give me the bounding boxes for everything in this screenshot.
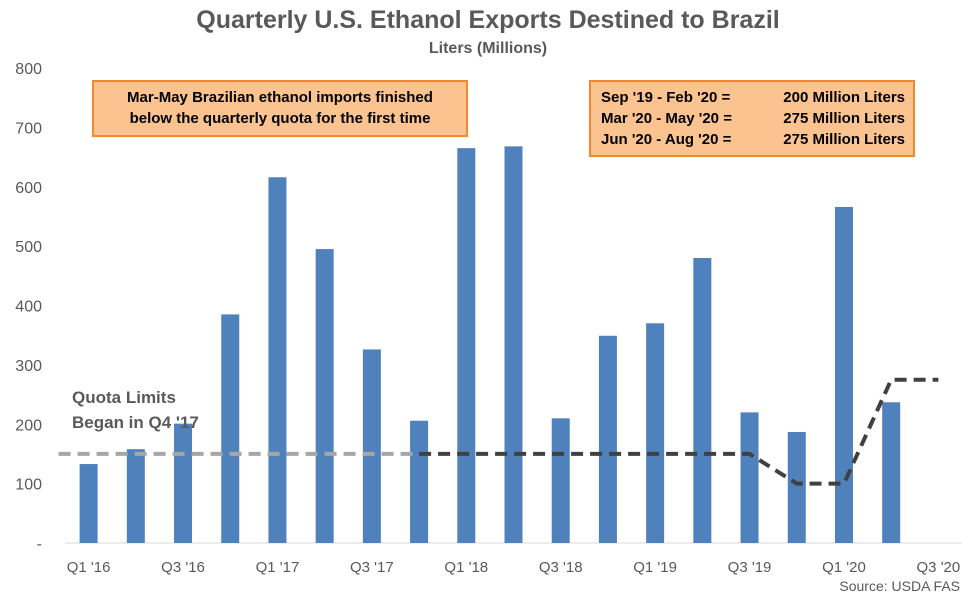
bar [740,412,759,543]
bar [882,402,901,543]
bar [693,258,712,543]
source-note: Source: USDA FAS [839,578,960,594]
quota-limit-row: Mar '20 - May '20 = 275 Million Liters [601,108,907,129]
quota-callout-line: below the quarterly quota for the first … [129,110,431,127]
quota-callout: Mar-May Brazilian ethanol imports finish… [92,80,468,137]
bar [787,431,806,543]
bar [221,314,240,543]
bar [410,420,429,543]
x-tick-label: Q3 '19 [728,559,772,576]
quota-limit-value: 275 Million Liters [783,131,905,148]
bar [504,146,523,543]
bar [646,323,665,543]
x-tick-label: Q3 '17 [350,559,394,576]
x-tick-label: Q1 '16 [67,559,111,576]
bar [174,423,193,543]
x-tick-label: Q1 '18 [444,559,488,576]
x-tick-label: Q3 '20 [917,559,961,576]
quota-limit-value: 275 Million Liters [783,110,905,127]
quota-start-note: Quota Limits Began in Q4 '17 [72,385,199,435]
quota-callout-line: Mar-May Brazilian ethanol imports finish… [127,89,433,106]
y-tick-label: 400 [15,299,42,316]
bar [834,206,853,543]
bar [268,177,287,543]
quota-limit-period: Mar '20 - May '20 = [601,110,732,127]
y-tick-label: 100 [15,477,42,494]
x-tick-label: Q1 '17 [256,559,300,576]
y-tick-label: 700 [15,120,42,137]
x-tick-label: Q1 '20 [822,559,866,576]
quota-limit-period: Jun '20 - Aug '20 = [601,131,732,148]
bar [362,349,381,543]
quota-note-line: Quota Limits [72,388,176,407]
bar [551,418,570,543]
bar [315,249,334,543]
bar [79,464,98,543]
quota-note-line: Began in Q4 '17 [72,413,199,432]
bar [126,449,145,543]
quota-limit-period: Sep '19 - Feb '20 = [601,89,731,106]
quota-limit-value: 200 Million Liters [783,89,905,106]
chart-subtitle: Liters (Millions) [428,40,548,57]
y-tick-label: - [37,536,42,553]
quota-limits-box: Sep '19 - Feb '20 = 200 Million Liters M… [589,80,915,157]
chart-title: Quarterly U.S. Ethanol Exports Destined … [196,6,780,34]
y-tick-label: 200 [15,417,42,434]
bar [598,335,617,543]
y-tick-label: 800 [15,61,42,78]
y-tick-label: 600 [15,180,42,197]
quota-limit-row: Jun '20 - Aug '20 = 275 Million Liters [601,129,907,150]
quota-line [419,377,939,486]
x-tick-label: Q3 '18 [539,559,583,576]
bar [457,148,476,543]
x-tick-label: Q1 '19 [633,559,677,576]
quota-limit-row: Sep '19 - Feb '20 = 200 Million Liters [601,87,907,108]
y-tick-label: 500 [15,239,42,256]
y-tick-label: 300 [15,358,42,375]
x-tick-label: Q3 '16 [161,559,205,576]
